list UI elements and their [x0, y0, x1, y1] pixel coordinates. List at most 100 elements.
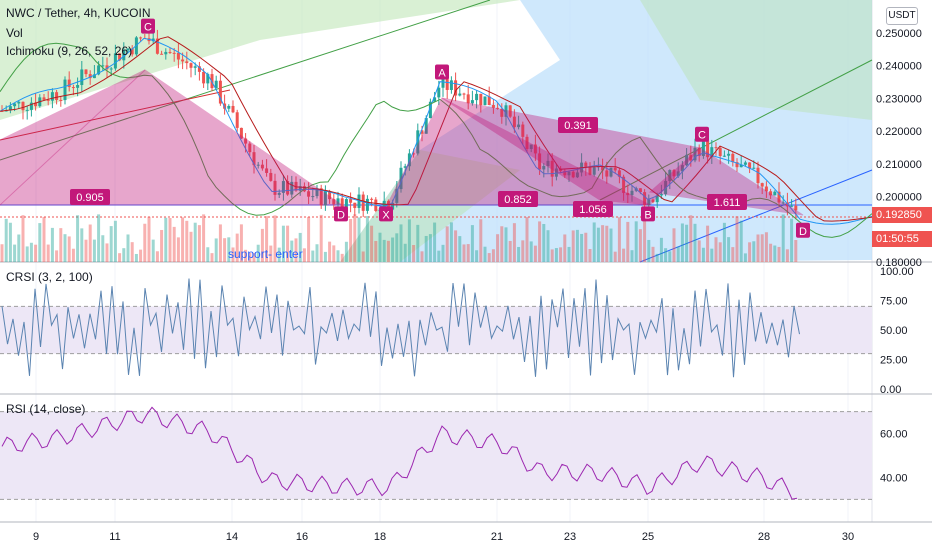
volume-bar [764, 232, 768, 262]
pattern-point-label: C [144, 22, 152, 34]
candle [164, 51, 168, 55]
candle [483, 96, 487, 106]
candle [630, 190, 634, 196]
crsi-line [1, 278, 800, 378]
rsi-band [0, 411, 872, 500]
candle [172, 52, 176, 54]
candle [311, 196, 315, 198]
volume-bar [378, 232, 382, 262]
volume-bar [748, 242, 752, 262]
volume-bar [462, 244, 466, 262]
pattern-point-label: D [337, 209, 345, 221]
candle [399, 167, 403, 190]
candle [622, 176, 626, 193]
candle [676, 171, 680, 177]
candle [239, 127, 243, 139]
volume-bar [80, 228, 84, 262]
ichimoku-label: Ichimoku (9, 26, 52, 26) [6, 44, 133, 58]
volume-bar [479, 219, 483, 262]
candle [794, 205, 798, 211]
volume-bar [735, 216, 739, 262]
volume-bar [609, 228, 613, 262]
volume-bar [197, 225, 201, 262]
volume-bar [189, 231, 193, 262]
volume-bar [143, 223, 147, 262]
candle [403, 166, 407, 168]
volume-bar [311, 250, 315, 262]
volume-bar [34, 244, 38, 262]
volume-bar [449, 222, 453, 262]
pattern-point-label: B [644, 209, 651, 221]
candle [59, 99, 63, 101]
volume-bar [248, 252, 252, 262]
volume-bar [399, 224, 403, 262]
volume-bar [172, 226, 176, 262]
candle [722, 155, 726, 157]
volume-bar [92, 239, 96, 262]
rsi-axis-tick: 40.00 [880, 472, 908, 484]
candle [42, 97, 46, 100]
candle [680, 165, 684, 172]
ratio-label: 1.056 [579, 204, 607, 216]
candle [97, 65, 101, 75]
candle [731, 153, 735, 163]
volume-bar [269, 245, 273, 262]
candle [155, 38, 159, 54]
volume-bar [769, 243, 773, 262]
candle [706, 140, 710, 158]
volume-bar [260, 228, 264, 262]
vol-label: Vol [6, 26, 23, 40]
candle [252, 152, 256, 166]
volume-bar [126, 234, 130, 262]
volume-bar [370, 225, 374, 262]
ratio-badge [573, 201, 613, 217]
candle [525, 136, 529, 150]
candle [412, 153, 416, 155]
volume-bar [231, 247, 235, 262]
volume-bar [693, 223, 697, 262]
candle [197, 66, 201, 72]
volume-bar [554, 248, 558, 262]
candle [605, 170, 609, 177]
symbol-title: NWC / Tether, 4h, KUCOIN [6, 6, 151, 20]
candle [92, 74, 96, 79]
candle [617, 170, 621, 177]
volume-bar [697, 240, 701, 262]
volume-bar [382, 239, 386, 262]
volume-bar [298, 232, 302, 262]
crsi-axis-tick: 100.00 [880, 266, 914, 278]
candle [55, 92, 59, 100]
candle [781, 202, 785, 204]
ichimoku-cloud-region [0, 0, 520, 120]
candle [647, 199, 651, 206]
volume-bar [223, 238, 227, 262]
price-axis-tick: 0.240000 [876, 61, 922, 73]
time-axis-tick: 11 [109, 531, 120, 543]
candle [244, 138, 248, 144]
volume-bar [76, 215, 80, 262]
candle [479, 93, 483, 106]
candle [281, 181, 285, 193]
candle [769, 191, 773, 196]
volume-bar [290, 240, 294, 262]
volume-bar [361, 251, 365, 262]
candle [550, 160, 554, 177]
ratio-badge [707, 194, 747, 210]
currency-unit-button[interactable]: USDT [886, 7, 918, 25]
volume-bar [407, 219, 411, 262]
volume-bar [659, 237, 663, 262]
candle [80, 69, 84, 86]
candle [122, 50, 126, 61]
candle [290, 181, 294, 195]
volume-bar [38, 223, 42, 262]
volume-bar [277, 247, 281, 262]
time-axis-tick: 9 [33, 531, 39, 543]
volume-bar [4, 218, 8, 262]
volume-bar [344, 241, 348, 262]
volume-bar [134, 253, 138, 262]
candle [189, 63, 193, 68]
candle [328, 191, 332, 200]
candle [76, 85, 80, 88]
